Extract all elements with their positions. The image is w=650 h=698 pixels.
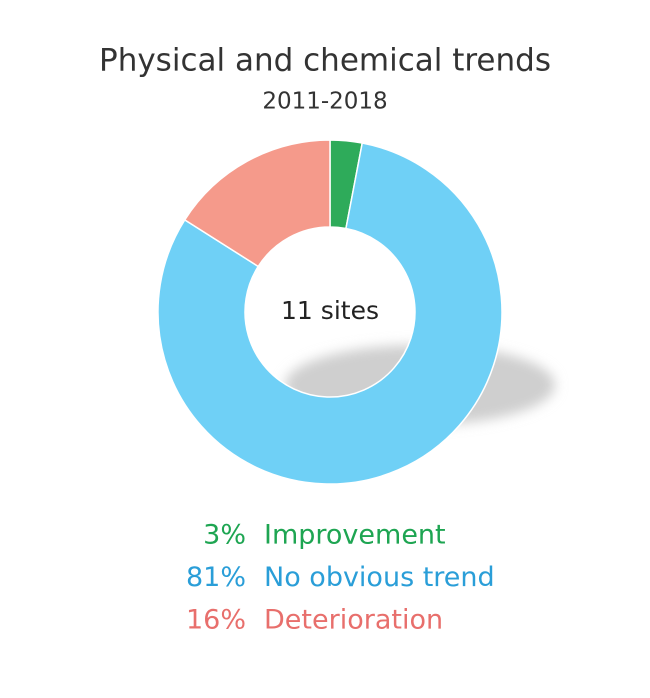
center-label: 11 sites	[281, 296, 379, 325]
chart-title: Physical and chemical trends	[99, 43, 551, 79]
legend-value: 3%	[203, 520, 246, 551]
legend-label: Deterioration	[264, 605, 443, 636]
slice	[183, 139, 331, 268]
legend-label: No obvious trend	[264, 562, 495, 593]
slice	[157, 142, 503, 485]
legend-label: Improvement	[264, 520, 446, 551]
chart-subtitle: 2011-2018	[262, 89, 387, 115]
legend-value: 16%	[186, 605, 246, 636]
donut	[157, 139, 503, 485]
legend: 3% Improvement 81% No obvious trend 16% Deter…	[186, 520, 495, 636]
legend-value: 81%	[186, 562, 246, 593]
